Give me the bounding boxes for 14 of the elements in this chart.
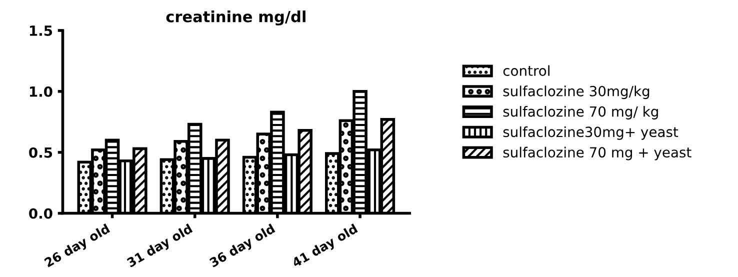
y-tick-label: 0.0 <box>29 208 52 219</box>
legend-label: sulfaclozine30mg+ yeast <box>503 126 678 140</box>
legend-label: control <box>503 65 550 76</box>
x-tick-label: 26 day old <box>44 224 112 270</box>
legend-label: sulfaclozine 70 mg/ kg <box>503 106 658 120</box>
y-tick-label: 0.5 <box>29 147 52 158</box>
x-tick-label: 31 day old <box>126 224 194 270</box>
y-tick-label: 1.5 <box>30 26 52 36</box>
legend-label: sulfaclozine 30mg/kg <box>503 86 650 100</box>
x-tick-label: 36 day old <box>208 224 277 270</box>
chart-title: creatinine mg/dl <box>166 10 306 26</box>
x-tick-label: 41 day old <box>291 224 360 270</box>
legend-label: sulfaclozine 70 mg + yeast <box>503 146 692 160</box>
y-tick-label: 1.0 <box>30 86 52 97</box>
